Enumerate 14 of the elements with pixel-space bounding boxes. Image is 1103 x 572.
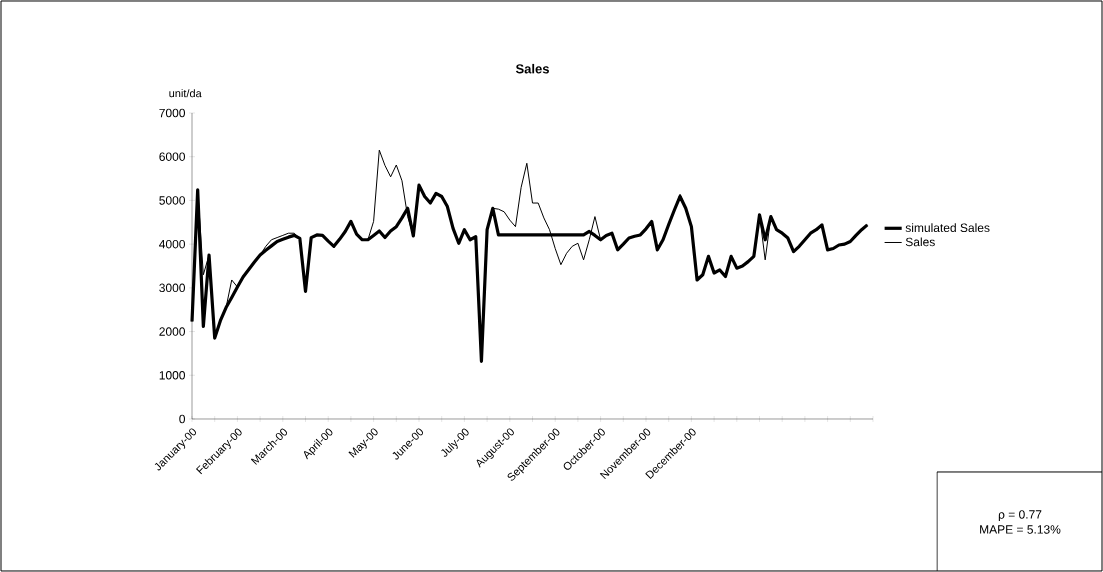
y-axis-title: unit/da (169, 89, 202, 98)
y-tick-label: 1000 (159, 371, 186, 380)
text: ρ = 0.77 (998, 510, 1042, 522)
y-tick-label: 7000 (159, 108, 186, 118)
legend-label: simulated Sales (905, 223, 990, 232)
chart-title: Sales (515, 63, 549, 74)
y-tick-label: 3000 (159, 283, 186, 293)
y-tick-label: 0 (179, 414, 186, 424)
y-tick-label: 4000 (159, 239, 186, 249)
y-tick-label: 6000 (159, 152, 186, 161)
text: MAPE = 5.13% (980, 525, 1061, 534)
legend-label: Sales (905, 237, 935, 247)
y-tick-label: 5000 (159, 196, 186, 205)
y-tick-label: 2000 (159, 327, 186, 336)
